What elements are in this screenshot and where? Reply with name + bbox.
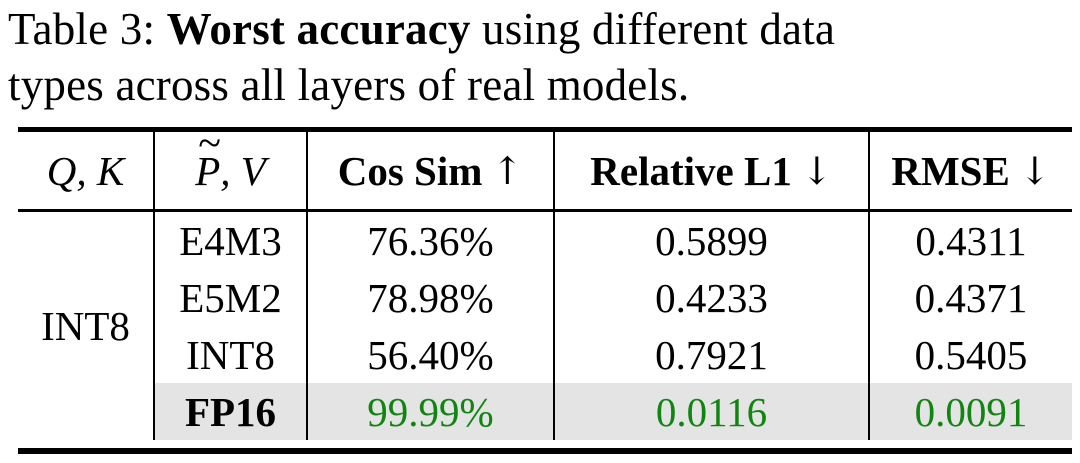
tilde-accent-icon: ~ bbox=[198, 120, 221, 167]
dtype-cell: E4M3 bbox=[155, 212, 308, 269]
cos-sim-cell-highlighted: 99.99% bbox=[308, 383, 555, 440]
up-arrow-icon: ↑ bbox=[491, 148, 524, 193]
rel-l1-cell-highlighted: 0.0116 bbox=[555, 383, 870, 440]
table-bottom-gap bbox=[18, 440, 1072, 448]
caption-suffix: using different data bbox=[470, 4, 836, 54]
rmse-cell: 0.4311 bbox=[915, 217, 1027, 264]
header-cell-rmse: RMSE ↓ bbox=[870, 132, 1072, 209]
rmse-cell: 0.4371 bbox=[914, 274, 1028, 321]
pv-suffix: , V bbox=[220, 147, 266, 194]
caption-bold-phrase: Worst accuracy bbox=[166, 4, 471, 54]
caption-prefix: Table 3: bbox=[8, 4, 167, 54]
rel-l1-cell: 0.4233 bbox=[555, 269, 870, 326]
rel-l1-cell: 0.5899 bbox=[555, 212, 870, 269]
cos-sim-cell: 56.40% bbox=[308, 326, 555, 383]
dtype-cell: INT8 bbox=[155, 326, 308, 383]
header-cell-relative-l1: Relative L1 ↓ bbox=[555, 132, 870, 209]
caption-line-2: types across all layers of real models. bbox=[8, 60, 690, 110]
table-bottom-rule bbox=[18, 448, 1072, 454]
header-cell-pv: ~ P, V bbox=[155, 121, 308, 209]
cos-sim-cell: 78.98% bbox=[308, 269, 555, 326]
rowspan-cell-int8: INT8 bbox=[18, 212, 155, 440]
table-header-row: Q, K ~ P, V Cos Sim ↑ Relative L1 ↓ RMSE … bbox=[18, 121, 1072, 209]
p-tilde-symbol: ~ P bbox=[195, 121, 221, 195]
header-cell-qk: Q, K bbox=[18, 132, 155, 209]
results-table: Q, K ~ P, V Cos Sim ↑ Relative L1 ↓ RMSE … bbox=[18, 121, 1072, 454]
relative-l1-label: Relative L1 bbox=[590, 147, 792, 194]
rmse-label: RMSE bbox=[891, 147, 1010, 194]
table-caption: Table 3: Worst accuracy using different … bbox=[8, 1, 1076, 113]
caption-line-1: Table 3: Worst accuracy using different … bbox=[8, 1, 1076, 57]
rmse-cell-highlighted: 0.0091 bbox=[870, 383, 1072, 440]
table-body: INT8 E4M3 76.36% 0.5899 0.4311 E5M2 78.9… bbox=[18, 212, 1072, 440]
dtype-cell: E5M2 bbox=[155, 269, 308, 326]
header-cell-cos-sim: Cos Sim ↑ bbox=[308, 132, 555, 209]
dtype-cell-highlighted: FP16 bbox=[155, 383, 308, 440]
p-base: P bbox=[195, 147, 221, 194]
rel-l1-cell: 0.7921 bbox=[555, 326, 870, 383]
rmse-cell: 0.5405 bbox=[914, 331, 1028, 378]
cos-sim-label: Cos Sim bbox=[337, 147, 483, 194]
down-arrow-icon: ↓ bbox=[1018, 148, 1051, 193]
down-arrow-icon: ↓ bbox=[800, 148, 833, 193]
table-mid-rule bbox=[18, 209, 1072, 212]
table-top-rule bbox=[18, 127, 1072, 132]
cos-sim-cell: 76.36% bbox=[308, 212, 555, 269]
